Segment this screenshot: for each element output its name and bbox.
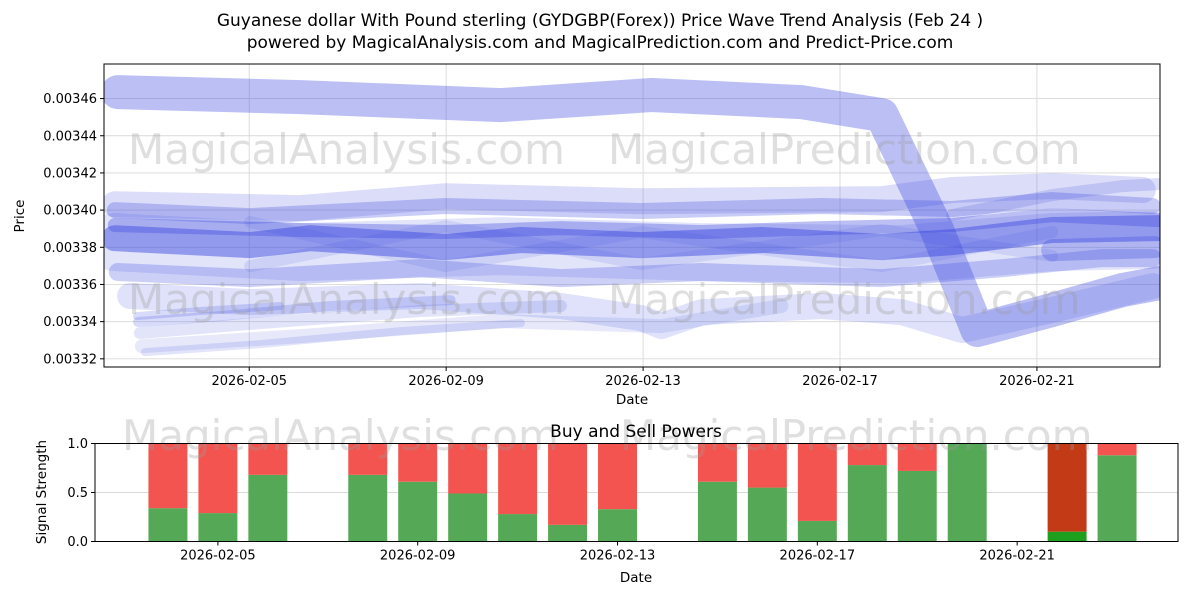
buy-bar-2026-02-22 <box>1047 531 1087 542</box>
wave-strand-upper-envelope <box>104 173 1156 222</box>
x-tick-label: 2026-02-17 <box>802 374 878 389</box>
price-chart-grid <box>104 64 1160 367</box>
buy-bar-2026-02-19 <box>897 470 937 542</box>
watermark-text: MagicalPrediction.com <box>620 411 1093 460</box>
wave-strand-top-band <box>104 75 1160 347</box>
wave-strand-cross-weave-1 <box>244 216 1059 273</box>
buy-bar-2026-02-23 <box>1097 455 1137 542</box>
sell-bar-2026-02-17 <box>797 443 837 521</box>
buy-bar-2026-02-17 <box>797 520 837 542</box>
y-tick-label: 0.5 <box>67 486 88 501</box>
x-tick-label: 2026-02-09 <box>408 374 484 389</box>
sell-bar-2026-02-05 <box>198 443 238 514</box>
buy-bar-2026-02-16 <box>747 487 787 542</box>
buy-bar-2026-02-10 <box>448 493 488 542</box>
x-tick-label: 2026-02-17 <box>780 549 856 564</box>
watermark-text: MagicalAnalysis.com <box>128 275 565 324</box>
sell-bar-2026-02-12 <box>548 443 588 525</box>
sell-bar-2026-02-13 <box>598 443 637 510</box>
wave-strand-right-end-cap <box>1041 236 1160 262</box>
wave-strand-wisp-5 <box>133 302 285 321</box>
y-tick-label: 1.0 <box>67 437 88 452</box>
sell-bar-2026-02-11 <box>498 443 538 515</box>
sell-bar-2026-02-04 <box>148 443 188 509</box>
wave-strand-wisp-2 <box>133 300 567 339</box>
wave-strand-core-band <box>104 215 1160 261</box>
y-tick-label: 0.0 <box>67 535 88 550</box>
x-tick-label: 2026-02-21 <box>999 374 1075 389</box>
signal-xaxis-label: Date <box>620 570 652 586</box>
signal-chart-title: Buy and Sell Powers <box>550 422 722 442</box>
buy-bar-2026-02-20 <box>947 443 987 542</box>
buy-bar-2026-02-06 <box>248 474 288 542</box>
plot-border <box>103 63 1161 368</box>
sell-bar-2026-02-22 <box>1047 443 1087 532</box>
x-tick-label: 2026-02-05 <box>180 549 256 564</box>
y-tick-label: 0.00346 <box>43 92 97 107</box>
y-tick-label: 0.00344 <box>43 129 97 144</box>
watermark-text: MagicalPrediction.com <box>608 275 1081 324</box>
x-tick-label: 2026-02-05 <box>211 374 287 389</box>
buy-bar-2026-02-15 <box>697 481 737 542</box>
y-tick-label: 0.00336 <box>43 278 97 293</box>
figure-title-line2: powered by MagicalAnalysis.com and Magic… <box>247 33 954 53</box>
price-xaxis-label: Date <box>616 392 648 408</box>
buy-bar-2026-02-12 <box>548 524 588 542</box>
price-yaxis-label: Price <box>12 200 28 233</box>
signal-chart-axes: 2026-02-05 2026-02-09 2026-02-13 2026-02-17… <box>67 437 1179 564</box>
sell-bar-2026-02-19 <box>897 443 937 471</box>
sell-bar-2026-02-09 <box>398 443 438 482</box>
buy-bar-2026-02-09 <box>398 481 438 542</box>
wave-strand-core-band-2 <box>107 208 1160 239</box>
watermark-text: MagicalPrediction.com <box>608 125 1081 174</box>
wave-strand-wisp-1 <box>133 295 456 327</box>
y-tick-label: 0.00342 <box>43 166 97 181</box>
price-chart-axes: 2026-02-05 2026-02-09 2026-02-13 2026-02-17… <box>43 63 1161 389</box>
x-tick-label: 2026-02-13 <box>580 549 656 564</box>
buy-bar-2026-02-04 <box>148 508 188 542</box>
price-wave-bands <box>104 75 1160 357</box>
sell-bar-2026-02-23 <box>1097 443 1137 456</box>
y-tick-label: 0.00338 <box>43 241 97 256</box>
sell-bar-2026-02-18 <box>847 443 887 466</box>
buy-bar-2026-02-18 <box>847 465 887 542</box>
x-tick-label: 2026-02-09 <box>380 549 456 564</box>
sell-bar-2026-02-15 <box>697 443 737 482</box>
sell-bar-2026-02-10 <box>448 443 488 494</box>
sell-bar-2026-02-08 <box>348 443 388 475</box>
wave-strand-right-riser <box>946 178 1160 222</box>
wave-strand-lower-band <box>108 249 1160 288</box>
x-tick-label: 2026-02-13 <box>605 374 681 389</box>
y-tick-label: 0.00332 <box>43 352 97 367</box>
sell-bar-2026-02-06 <box>248 443 288 475</box>
wave-strand-wisp-4 <box>140 319 525 357</box>
watermark-layer: MagicalAnalysis.com MagicalPrediction.com… <box>122 125 1093 460</box>
signal-yaxis-label: Signal Strength <box>34 440 50 544</box>
wave-strand-mid-wide-band <box>104 211 1160 284</box>
buy-sell-bars <box>148 443 1137 542</box>
figure-title-line1: Guyanese dollar With Pound sterling (GYD… <box>217 11 983 31</box>
wave-strand-cross-weave-2 <box>244 220 1059 273</box>
sell-bar-2026-02-16 <box>747 443 787 488</box>
wave-strand-wisp-3 <box>134 299 789 354</box>
y-tick-label: 0.00334 <box>43 315 97 330</box>
x-tick-label: 2026-02-21 <box>979 549 1055 564</box>
y-tick-label: 0.00340 <box>43 204 97 219</box>
wave-strand-upper-band <box>106 192 1160 225</box>
watermark-text: MagicalAnalysis.com <box>128 125 565 174</box>
wave-strand-lower-envelope <box>117 273 1160 343</box>
buy-bar-2026-02-05 <box>198 513 238 542</box>
buy-bar-2026-02-13 <box>598 509 637 542</box>
buy-bar-2026-02-08 <box>348 474 388 542</box>
buy-bar-2026-02-11 <box>498 514 538 542</box>
watermark-text: MagicalAnalysis.com <box>122 411 559 460</box>
